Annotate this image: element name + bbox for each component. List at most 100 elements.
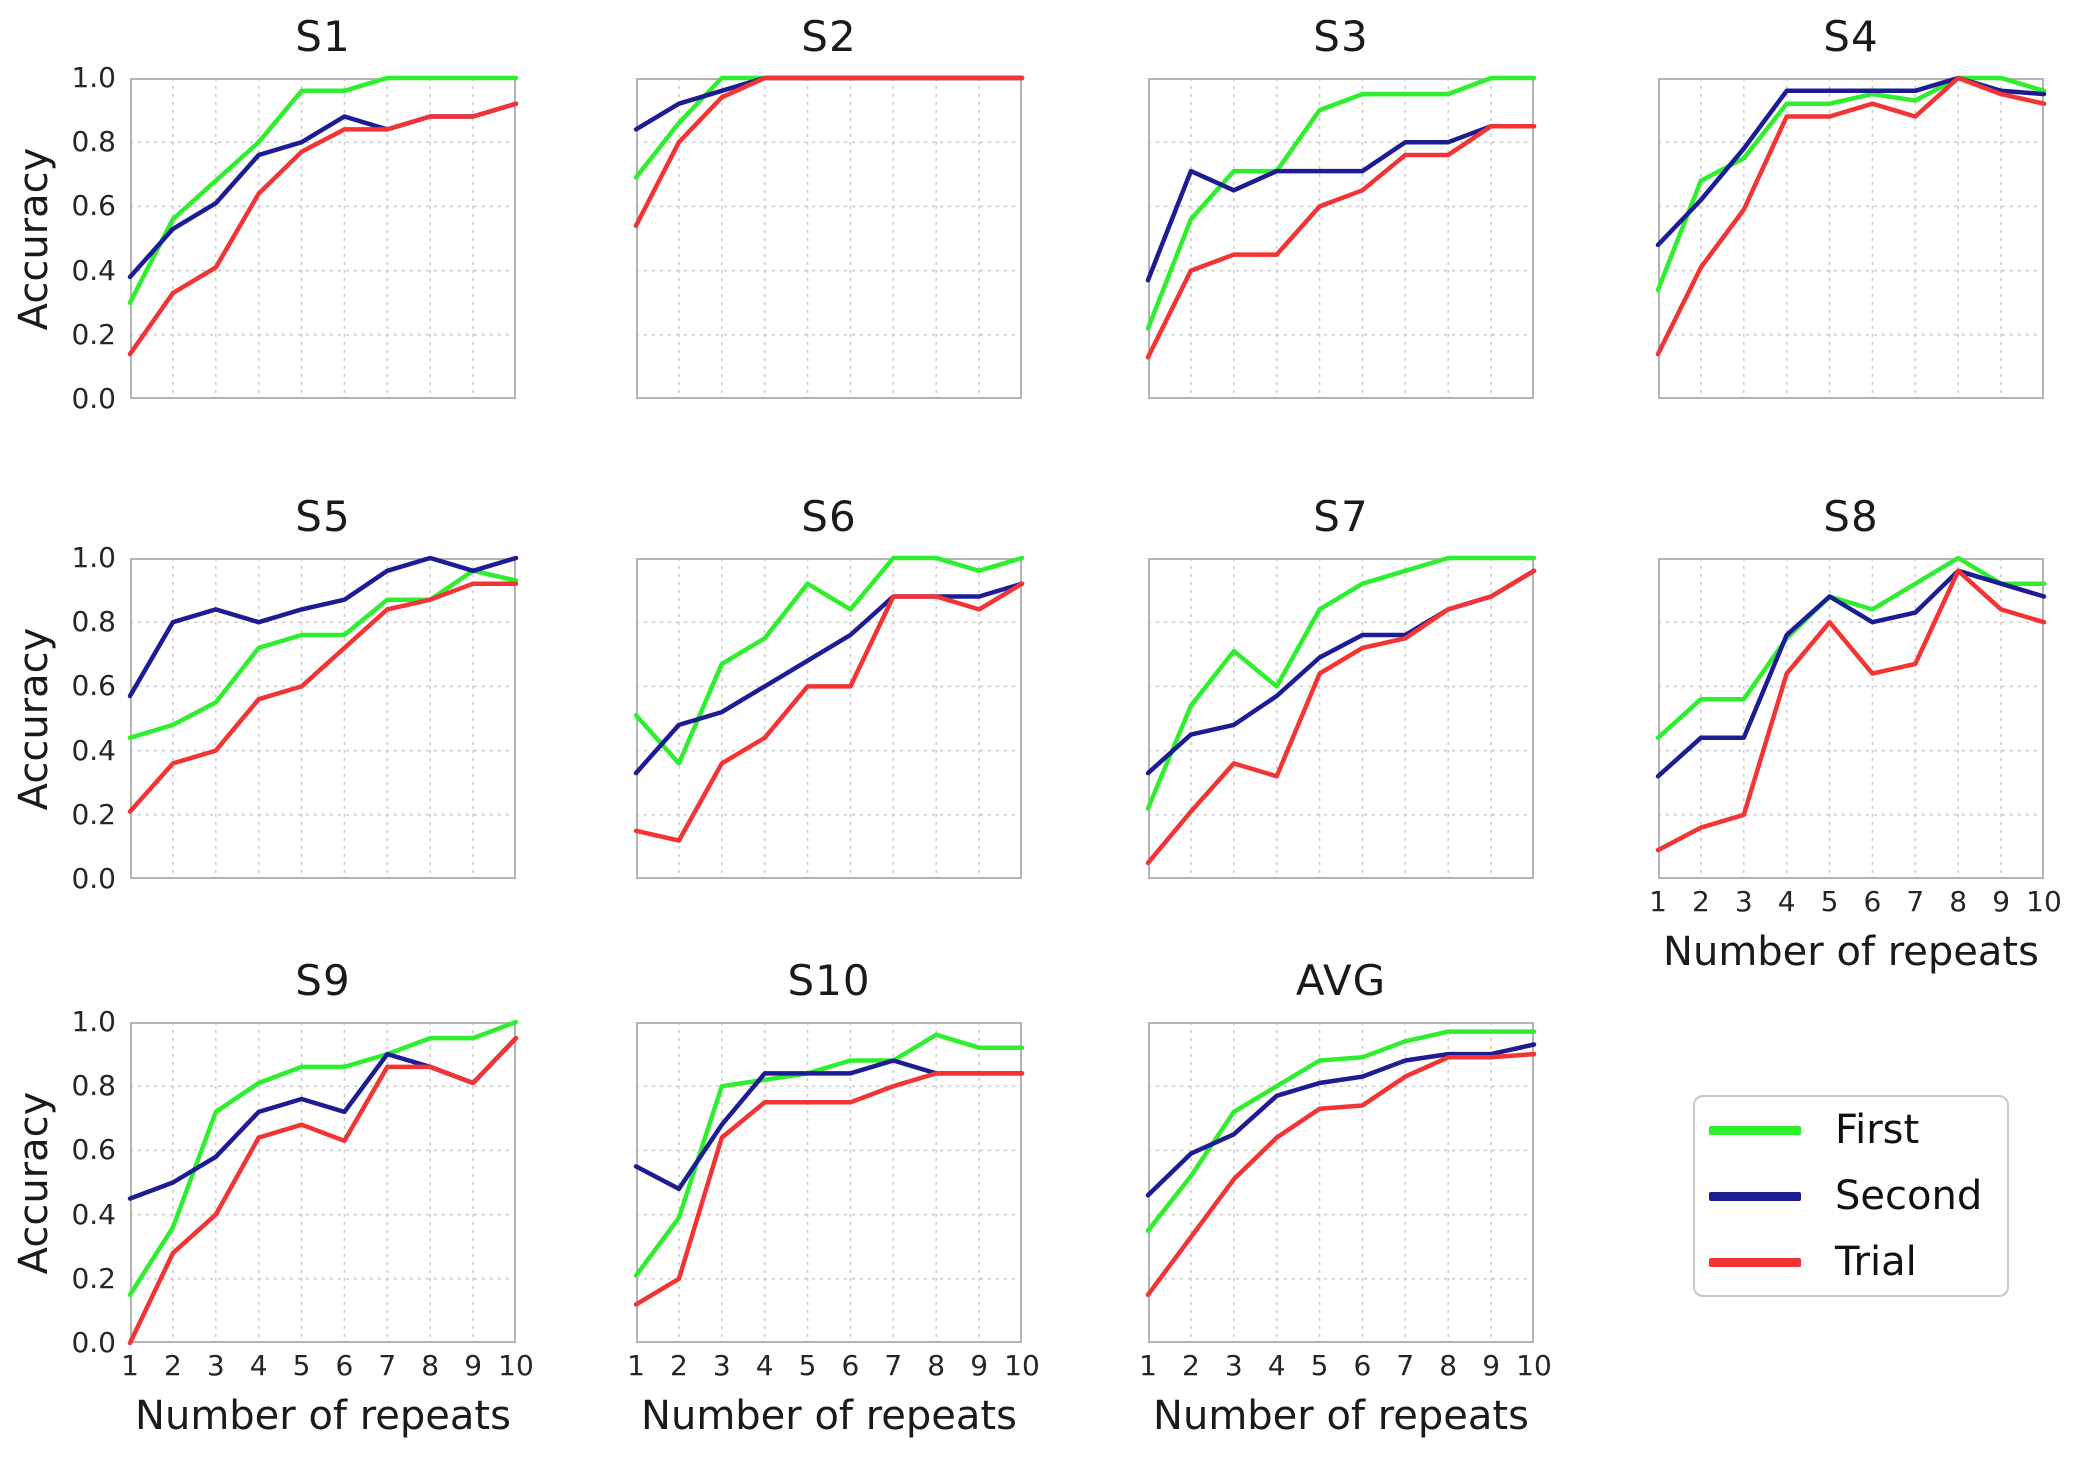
x-tick-label: 4 (755, 1349, 774, 1382)
y-tick-label: 1.0 (71, 541, 116, 574)
x-tick-label: 8 (421, 1349, 440, 1382)
y-tick-label: 0.2 (71, 1261, 116, 1295)
subplot-avg: AVG Number of repeats 1 2 3 4 5 6 7 8 9 10 (1139, 956, 1552, 1439)
plot-title-s1: S1 (295, 12, 351, 61)
subplot-s3: S3 (1145, 12, 1537, 399)
plot-canvas-s7 (1145, 555, 1537, 879)
plot-canvas-s10 (633, 1022, 1025, 1343)
plot-title-s8: S8 (1823, 492, 1879, 541)
y-tick-label: 1.0 (71, 1005, 116, 1038)
legend-label-first: First (1835, 1107, 1920, 1153)
x-tick-label: 9 (970, 1349, 989, 1382)
y-axis-label: Accuracy (11, 1091, 57, 1274)
legend-entry-second: Second (1709, 1172, 2007, 1220)
legend-label-second: Second (1835, 1173, 1983, 1219)
x-tick-label: 2 (1691, 885, 1710, 918)
x-tick-label: 4 (249, 1349, 268, 1382)
plot-title-s3: S3 (1313, 12, 1369, 61)
x-tick-label: 6 (1863, 885, 1882, 918)
y-tick-label: 0.4 (71, 253, 116, 287)
legend: First Second Trial (1693, 1095, 2009, 1297)
legend-line-trial-icon (1709, 1257, 1801, 1267)
legend-entry-first: First (1709, 1106, 2007, 1154)
y-tick-label: 0.6 (71, 189, 116, 223)
y-tick-label: 0.2 (71, 317, 116, 351)
x-tick-label: 4 (1777, 885, 1796, 918)
x-axis-label: Number of repeats (641, 1393, 1017, 1439)
x-tick-label: 10 (1516, 1349, 1552, 1382)
plot-canvas-s9 (127, 1019, 519, 1346)
subplot-s10: S10 Number of repeats 1 2 3 4 5 6 7 8 9 10 (627, 956, 1040, 1439)
plot-title-s6: S6 (801, 492, 857, 541)
subplot-s7: S7 (1145, 492, 1537, 879)
y-tick-label: 0.6 (71, 1133, 116, 1167)
plot-title-s4: S4 (1823, 12, 1879, 61)
y-tick-label: 0.8 (71, 125, 116, 159)
plot-canvas-s2 (633, 75, 1025, 399)
x-tick-label: 5 (798, 1349, 817, 1382)
x-tick-label: 10 (1004, 1349, 1040, 1382)
subplot-s8: S8 Number of repeats 1 2 3 4 5 6 7 8 9 10 (1649, 492, 2062, 975)
plot-canvas-s8 (1655, 555, 2047, 879)
x-tick-label: 3 (1224, 1349, 1243, 1382)
x-tick-label: 9 (464, 1349, 483, 1382)
x-tick-label: 7 (378, 1349, 397, 1382)
plot-canvas-s4 (1655, 75, 2047, 399)
subplot-s2: S2 (633, 12, 1025, 399)
x-tick-label: 2 (163, 1349, 182, 1382)
legend-entry-trial: Trial (1709, 1238, 2007, 1286)
legend-line-first-icon (1709, 1125, 1801, 1135)
x-tick-label: 3 (206, 1349, 225, 1382)
x-tick-label: 5 (1310, 1349, 1329, 1382)
plot-title-s2: S2 (801, 12, 857, 61)
x-tick-label: 2 (1181, 1349, 1200, 1382)
x-tick-label: 10 (498, 1349, 534, 1382)
x-tick-label: 8 (1439, 1349, 1458, 1382)
x-tick-label: 1 (1649, 885, 1667, 918)
x-tick-label: 6 (1353, 1349, 1372, 1382)
legend-line-second-icon (1709, 1191, 1801, 1201)
plot-canvas-s1 (127, 75, 519, 399)
y-axis-label: Accuracy (11, 147, 57, 330)
plot-title-s7: S7 (1313, 492, 1369, 541)
x-tick-label: 8 (927, 1349, 946, 1382)
x-tick-label: 4 (1267, 1349, 1286, 1382)
plot-title-s5: S5 (295, 492, 351, 541)
subplot-s6: S6 (633, 492, 1025, 879)
x-tick-label: 6 (335, 1349, 354, 1382)
x-tick-label: 1 (121, 1349, 139, 1382)
x-tick-label: 7 (1396, 1349, 1415, 1382)
x-axis-label: Number of repeats (1663, 929, 2039, 975)
y-axis-label: Accuracy (11, 627, 57, 810)
x-tick-label: 5 (292, 1349, 311, 1382)
y-tick-label: 0.6 (71, 669, 116, 703)
x-tick-label: 6 (841, 1349, 860, 1382)
y-tick-label: 1.0 (71, 61, 116, 94)
y-tick-label: 0.8 (71, 605, 116, 639)
x-tick-label: 1 (1139, 1349, 1157, 1382)
subplot-s5: S5 Accuracy 1.0 0.8 0.6 0.4 0.2 0.0 (11, 492, 519, 895)
y-tick-label: 0.0 (71, 382, 116, 415)
x-tick-label: 3 (1734, 885, 1753, 918)
x-tick-label: 10 (2026, 885, 2062, 918)
subplot-s1: S1 Accuracy 1.0 0.8 0.6 0.4 0.2 0.0 (11, 12, 519, 415)
plot-title-s9: S9 (295, 956, 351, 1005)
y-tick-label: 0.2 (71, 797, 116, 831)
x-tick-label: 9 (1992, 885, 2011, 918)
y-tick-label: 0.0 (71, 1326, 116, 1359)
x-tick-label: 7 (1906, 885, 1925, 918)
x-tick-label: 3 (712, 1349, 731, 1382)
plot-title-s10: S10 (787, 956, 871, 1005)
plot-title-avg: AVG (1295, 956, 1387, 1005)
subplot-s9: S9 Accuracy Number of repeats 1.0 0.8 0.6 0… (11, 956, 534, 1439)
y-tick-label: 0.0 (71, 862, 116, 895)
x-tick-label: 9 (1482, 1349, 1501, 1382)
y-tick-label: 0.4 (71, 1197, 116, 1231)
subplot-s4: S4 (1655, 12, 2047, 399)
x-axis-label: Number of repeats (135, 1393, 511, 1439)
plot-canvas-s3 (1145, 75, 1537, 399)
plot-canvas-avg (1145, 1022, 1537, 1343)
x-tick-label: 5 (1820, 885, 1839, 918)
x-tick-label: 7 (884, 1349, 903, 1382)
